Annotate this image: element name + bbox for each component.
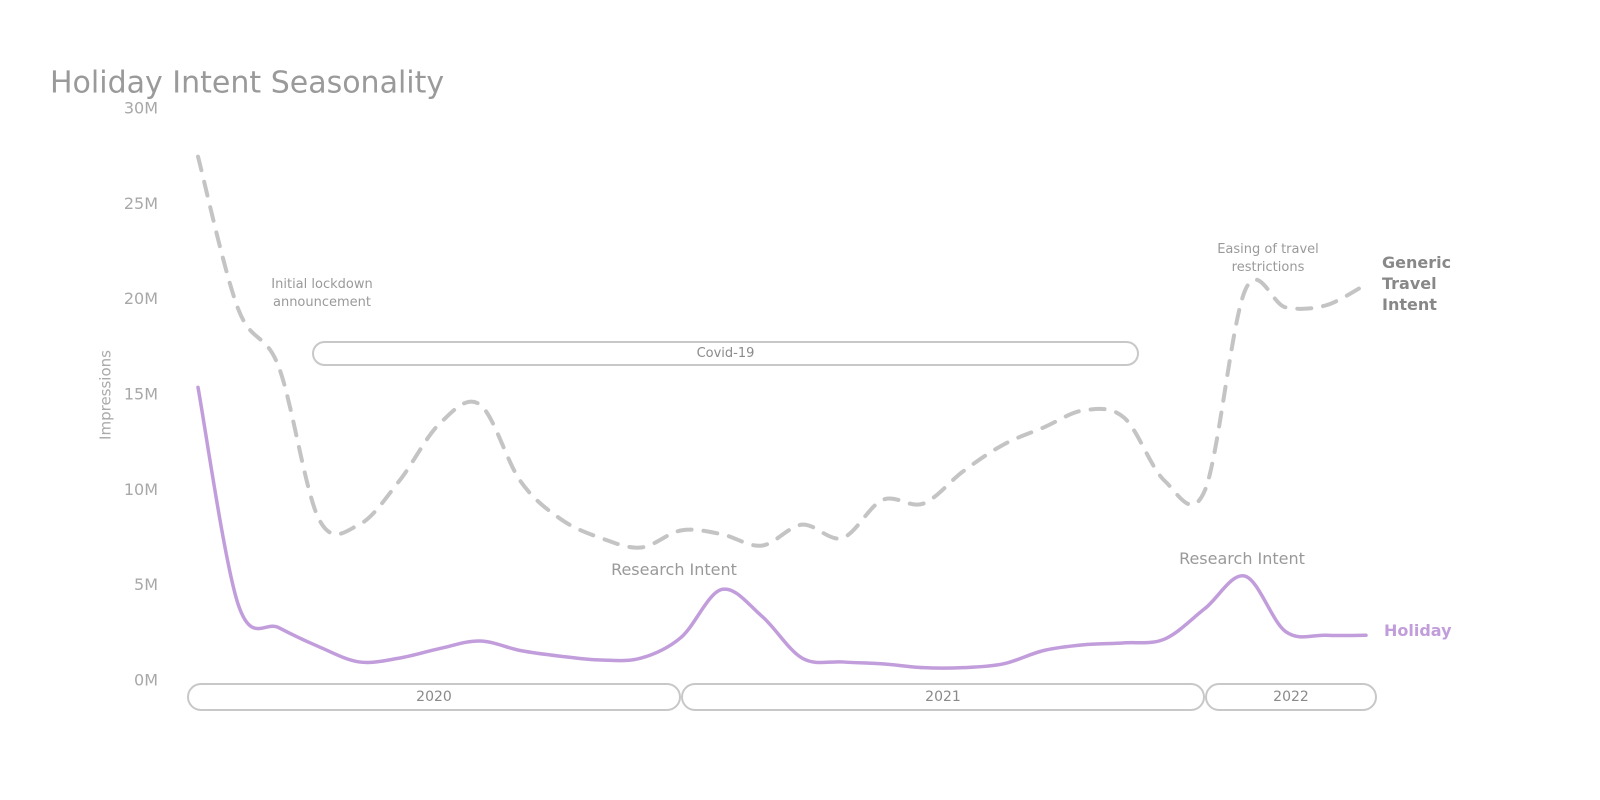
- y-tick-label: 5M: [134, 575, 158, 594]
- annotation: Research Intent: [1179, 549, 1305, 568]
- year-band: 2020: [187, 683, 681, 711]
- annotation: Easing of travel restrictions: [1217, 242, 1319, 275]
- year-band: 2021: [681, 683, 1205, 711]
- y-tick-label: 20M: [124, 289, 158, 308]
- series-label: Holiday: [1384, 621, 1452, 640]
- y-axis-label: Impressions: [97, 350, 115, 440]
- y-tick-label: 25M: [124, 194, 158, 213]
- chart-title: Holiday Intent Seasonality: [50, 66, 444, 101]
- series-label: Generic Travel Intent: [1382, 253, 1452, 314]
- y-tick-label: 15M: [124, 385, 158, 404]
- annotation: Research Intent: [611, 560, 737, 579]
- series-line: [196, 385, 1368, 670]
- y-tick-label: 30M: [124, 99, 158, 118]
- y-tick-label: 10M: [124, 480, 158, 499]
- period-band: Covid-19: [312, 341, 1139, 366]
- year-band: 2022: [1205, 683, 1377, 711]
- annotation: Initial lockdown announcement: [271, 277, 373, 310]
- y-tick-label: 0M: [134, 671, 158, 690]
